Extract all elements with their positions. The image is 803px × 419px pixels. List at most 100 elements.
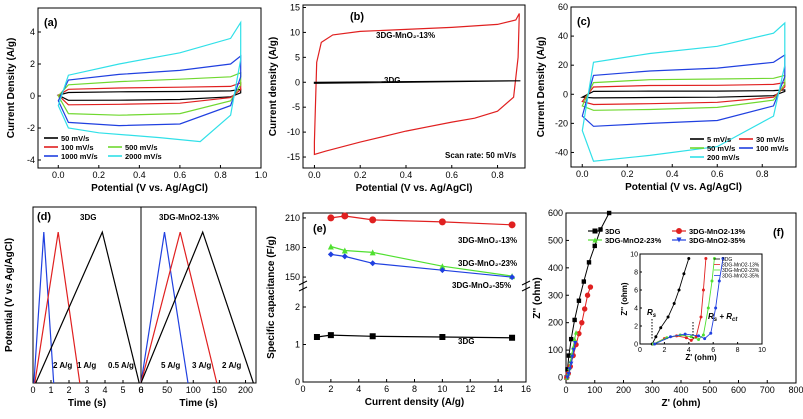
panel-a-xtick-label: 0.4 <box>133 170 146 180</box>
panel-b-ytick-label: 15 <box>290 2 300 12</box>
panel-e-data-point <box>369 249 376 256</box>
panel-f-inset-ytick-label: 8 <box>634 270 638 277</box>
panel-b-ytick-label: 0 <box>295 77 300 87</box>
panel-c-cv-curve <box>581 21 786 162</box>
panel-b-xtick-label: 0.2 <box>354 170 367 180</box>
panel-c-xtick-label: 0.4 <box>666 169 679 179</box>
panel-c-xtick-label: 0.8 <box>756 169 769 179</box>
panel-f-inset-point <box>653 342 657 346</box>
panel-f-data-point <box>606 210 612 216</box>
panel-c-legend-0-label: 5 mV/s <box>707 135 731 144</box>
panel-d-rate-label: 3 A/g <box>192 361 211 370</box>
panel-b-annotation-mno2: 3DG-MnO₂-13% <box>376 31 435 40</box>
panel-f-inset-point <box>677 288 681 292</box>
panel-f-data-point <box>584 292 591 298</box>
panel-f-inset-point <box>710 279 714 283</box>
panel-f-inset-legend-label: 3DG-MnO2-23% <box>722 268 760 274</box>
panel-f-inset-point <box>659 326 663 330</box>
panel-a-legend-3-label: 1000 mV/s <box>61 152 98 161</box>
panel-e-upper-ytick-label: 210 <box>285 213 300 223</box>
panel-c-xlabel: Potential (V vs. Ag/AgCl) <box>625 182 742 193</box>
panel-f-xtick-label: 400 <box>673 385 688 395</box>
panel-f-inset-rs-label: Rs <box>647 308 657 319</box>
panel-f-inset-point <box>701 333 705 337</box>
panel-e-xtick-label: 8 <box>412 384 417 394</box>
panel-d-annotation-3dg: 3DG <box>80 213 96 222</box>
panel-c-ytick-label: -20 <box>555 118 568 128</box>
panel-e-ylabel: Specific capacitance (F/g) <box>266 236 277 359</box>
panel-a-legend-0-label: 50 mV/s <box>61 134 89 143</box>
panel-e-series-label: 3DG <box>458 337 474 346</box>
panel-f-inset-xlabel: Z' (ohm) <box>685 353 717 362</box>
panel-f-label: (f) <box>773 227 784 239</box>
panel-d-rate-label: 1 A/g <box>77 361 96 370</box>
panel-a-xtick-label: 0.2 <box>93 170 106 180</box>
panel-f-ytick-label: 600 <box>548 208 563 218</box>
panel-a-cv-curve <box>57 54 242 127</box>
panel-d-xlabel: Time (s) <box>68 398 106 409</box>
panel-b-xtick-label: 0.0 <box>308 170 321 180</box>
panel-a-xtick-label: 1.0 <box>255 170 268 180</box>
panel-d-sub1-xtick-label: 100 <box>186 385 201 395</box>
panel-f-ytick-label: 500 <box>548 235 563 245</box>
panel-e-axis-break <box>521 280 531 286</box>
panel-f-data-point <box>572 336 577 342</box>
panel-e-lower-ytick-label: 0 <box>295 377 300 387</box>
panel-a-cv-curve <box>56 88 242 101</box>
panel-a-ytick-label: 4 <box>30 27 35 37</box>
panel-f-inset-point <box>672 302 676 305</box>
panel-a-ylabel: Current Density (A/g) <box>6 38 17 139</box>
panel-a-cv-curve <box>57 82 242 106</box>
panel-b-xtick-label: 0.6 <box>446 170 459 180</box>
panel-b-cv-curve <box>313 80 521 84</box>
panel-f-inset-point <box>669 335 672 339</box>
panel-a-xtick-label: 0.0 <box>52 170 65 180</box>
panel-f-inset-point <box>689 335 693 339</box>
panel-d-sub0-xtick-label: 1 <box>48 385 53 395</box>
panel-a-legend-2-label: 500 mV/s <box>125 143 158 152</box>
panel-e-data-point <box>369 260 376 267</box>
panel-a-label: (a) <box>44 17 58 29</box>
panel-f-data-point <box>568 336 574 342</box>
panel-f-ytick-label: 100 <box>548 345 563 355</box>
panel-f-legend-label: 3DG-MnO2-35% <box>689 236 746 245</box>
panel-f-ylabel: Z'' (ohm) <box>532 277 543 318</box>
panel-b-ytick-label: -10 <box>287 127 300 137</box>
panel-f-inset-point <box>717 279 721 283</box>
panel-e-data-point <box>327 243 334 250</box>
panel-e-data-point <box>439 263 446 270</box>
panel-e-axis-break <box>298 280 308 286</box>
panel-b-ytick-label: -5 <box>292 102 300 112</box>
panel-c-ytick-label: 60 <box>558 2 568 12</box>
panel-e-xtick-label: 0 <box>300 384 305 394</box>
panel-e-xtick-label: 16 <box>521 384 531 394</box>
panel-d-sub0-xtick-label: 2 <box>66 385 71 395</box>
panel-f-xtick-label: 800 <box>788 385 803 395</box>
panel-a-cv-curve <box>57 71 242 116</box>
panel-f-inset-xtick-label: 8 <box>736 347 740 354</box>
panel-e-upper-ytick-label: 150 <box>285 272 300 282</box>
panel-c-cv-curve <box>581 81 786 106</box>
panel-f-data-point <box>586 260 592 265</box>
panel-a-xlabel: Potential (V vs. Ag/AgCl) <box>91 183 208 194</box>
panel-a-xtick-label: 0.8 <box>214 170 227 180</box>
panel-c-cv-curve <box>581 74 786 111</box>
panel-f-inset-point <box>687 257 691 260</box>
panel-d-sub1-xtick-label: 200 <box>238 385 253 395</box>
panel-b-ytick-label: 10 <box>290 27 300 37</box>
panel-e-data-point <box>327 332 334 339</box>
panel-c-ylabel: Current Density (A/g) <box>536 37 547 138</box>
panel-d-gcd-curve <box>34 232 81 384</box>
panel-f-inset-xtick-label: 2 <box>662 347 666 354</box>
panel-c-legend-1-label: 30 mV/s <box>756 135 784 144</box>
panel-f-inset-point <box>682 272 686 276</box>
panel-d-gcd-curve <box>140 231 218 384</box>
panel-f-data-point <box>570 354 575 360</box>
panel-e-data-point <box>369 333 376 340</box>
panel-d-sub0-xtick-label: 6 <box>138 385 143 395</box>
panel-d-sub0-xtick-label: 3 <box>84 385 89 395</box>
panel-f-data-point <box>598 227 603 232</box>
panel-e-xtick-label: 14 <box>493 384 503 394</box>
panel-c-ytick-label: 20 <box>558 60 568 70</box>
panel-c-legend-3-label: 100 mV/s <box>756 144 789 153</box>
